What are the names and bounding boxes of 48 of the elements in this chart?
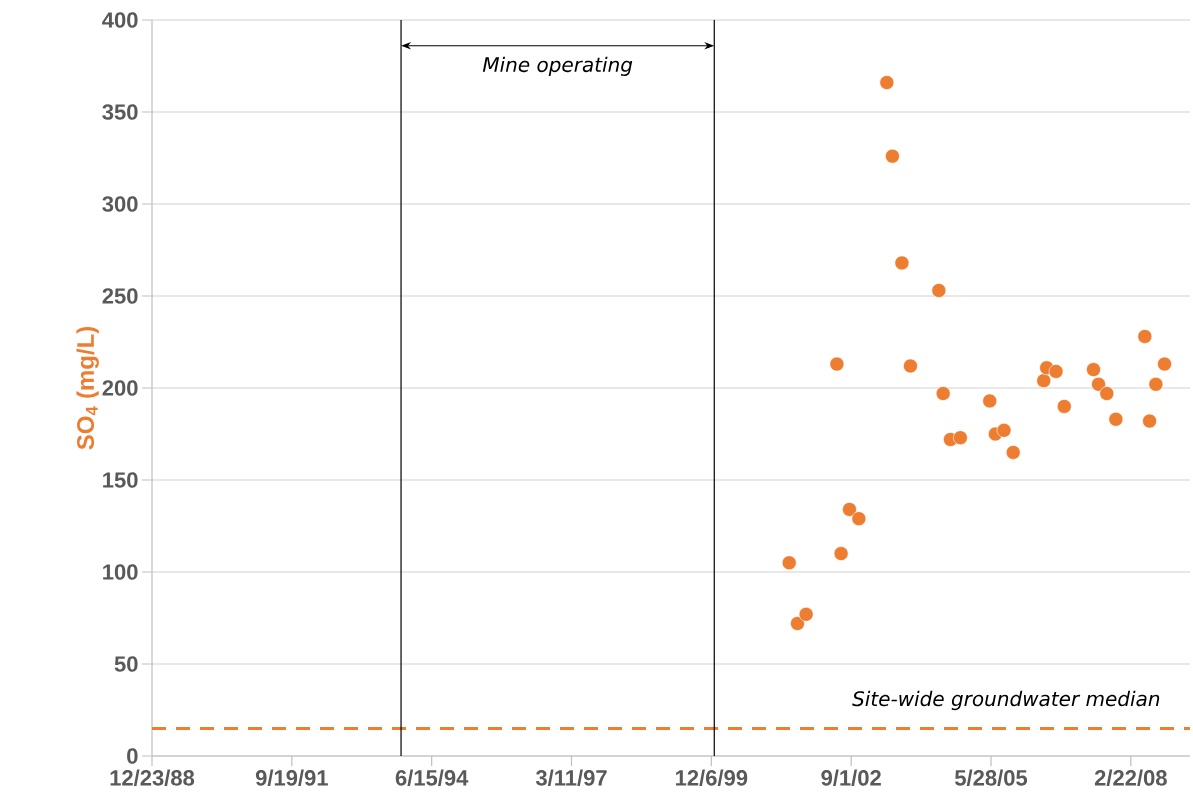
y-tick-label: 350 [102, 104, 138, 120]
point [982, 393, 998, 409]
point [1157, 356, 1172, 372]
point [885, 148, 900, 164]
ref-line-label: Site-wide groundwater median [852, 690, 1160, 711]
x-tick-label: 2/22/08 [1094, 769, 1167, 786]
point [1005, 445, 1021, 460]
point [894, 255, 910, 271]
y-tick-label: 300 [102, 196, 138, 212]
x-tick-label: 12/23/88 [110, 769, 195, 786]
y-tick-label: 50 [114, 656, 138, 672]
y-tick-label: 200 [102, 380, 138, 396]
point [1048, 364, 1064, 379]
x-tick-label: 9/19/91 [255, 769, 328, 786]
point [798, 607, 814, 622]
point [996, 423, 1012, 438]
point [842, 502, 857, 517]
y-axis-title: SO$_{4}$ (mg/L) [76, 326, 99, 450]
x-tick-label: 5/28/05 [954, 769, 1028, 786]
x-tick-label: 3/11/97 [535, 769, 607, 786]
point [851, 511, 867, 526]
point [829, 356, 845, 372]
point [1142, 413, 1157, 429]
y-tick-label: 400 [102, 12, 138, 28]
point [1137, 329, 1153, 344]
y-tick-label: 150 [103, 472, 138, 488]
x-tick-label: 6/15/94 [395, 769, 469, 786]
point [1099, 386, 1115, 401]
point [953, 430, 968, 445]
point [935, 386, 951, 401]
point [833, 546, 849, 561]
point [1108, 411, 1124, 427]
point [1148, 377, 1164, 392]
point [790, 616, 805, 631]
point [1086, 362, 1101, 377]
point [781, 555, 797, 571]
point [1036, 373, 1052, 388]
point [903, 358, 918, 374]
x-tick-label: 12/6/99 [676, 769, 748, 786]
point [1091, 377, 1106, 392]
annotation: Mine operating [482, 56, 633, 76]
y-tick-label: 100 [103, 564, 138, 580]
x-tick-label: 9/1/02 [821, 769, 881, 786]
point [879, 75, 895, 90]
y-tick-label: 0 [127, 748, 138, 764]
point [931, 283, 947, 298]
y-tick-label: 250 [102, 288, 138, 304]
point [1056, 399, 1072, 414]
